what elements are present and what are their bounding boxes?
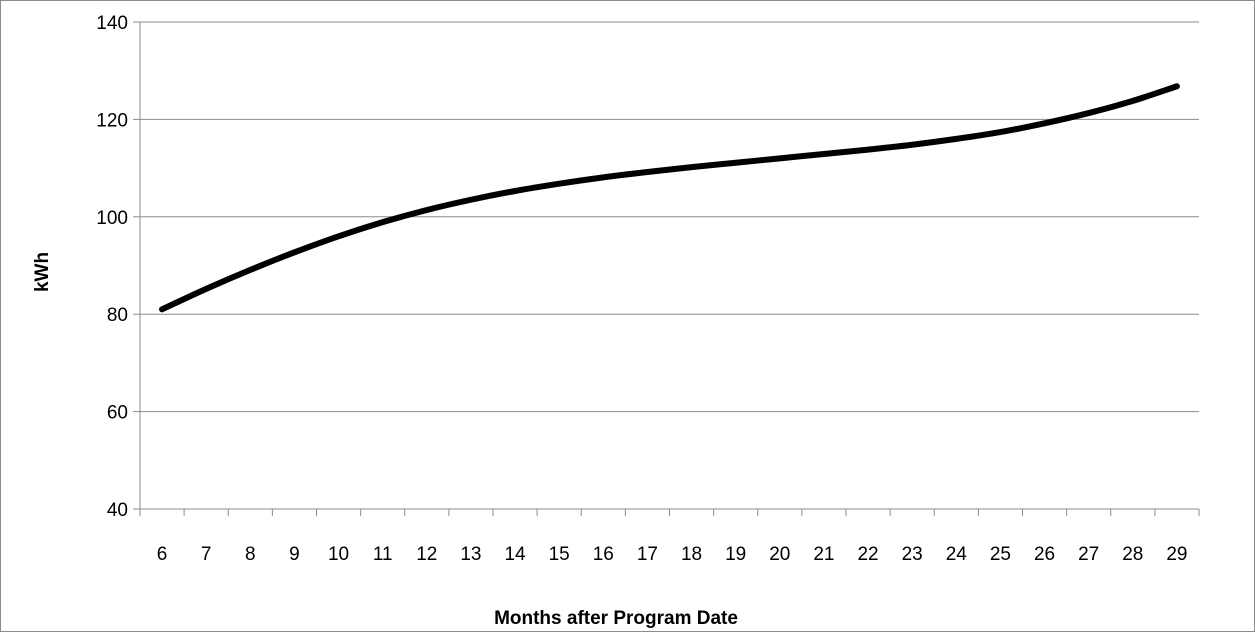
series-layer — [159, 83, 1180, 313]
x-tick-label: 18 — [681, 544, 702, 565]
y-tick-label: 80 — [107, 305, 128, 326]
x-tick-label: 16 — [593, 544, 614, 565]
series-line — [159, 83, 1180, 313]
y-tick-label: 40 — [107, 500, 128, 521]
x-tick-label: 25 — [990, 544, 1011, 565]
x-tick-label: 29 — [1166, 544, 1187, 565]
x-tick-label: 13 — [460, 544, 481, 565]
x-tick-label: 11 — [373, 544, 393, 565]
x-tick-label: 9 — [289, 544, 300, 565]
y-tick-labels: 40 60 80 100 120 140 — [96, 13, 128, 521]
x-tick-label: 26 — [1034, 544, 1055, 565]
x-axis-title: Months after Program Date — [494, 608, 738, 629]
x-tick-label: 15 — [549, 544, 570, 565]
x-tick-label: 27 — [1078, 544, 1099, 565]
x-tick-label: 20 — [769, 544, 790, 565]
gridlines — [140, 21, 1199, 413]
x-tick-label: 7 — [201, 544, 212, 565]
x-tick-label: 19 — [725, 544, 746, 565]
x-tick-label: 14 — [504, 544, 526, 565]
x-tick-label: 28 — [1122, 544, 1143, 565]
y-tick-label: 140 — [96, 13, 128, 34]
x-tick-label: 6 — [157, 544, 168, 565]
x-tick-label: 17 — [637, 544, 658, 565]
x-tick-labels: 6 7 8 9 10 11 12 13 14 15 16 17 18 19 20 21 22 23 24 25 26 27… — [157, 544, 1188, 565]
x-tick-label: 22 — [857, 544, 878, 565]
y-tick-label: 120 — [96, 110, 128, 131]
y-tick-label: 100 — [96, 208, 128, 229]
y-axis-title: kWh — [32, 252, 53, 292]
axes — [133, 21, 1200, 516]
x-tick-label: 8 — [245, 544, 256, 565]
x-tick-label: 10 — [328, 544, 349, 565]
y-tick-label: 60 — [107, 403, 128, 424]
x-tick-label: 23 — [902, 544, 923, 565]
x-tick-label: 12 — [416, 544, 437, 565]
x-tick-label: 24 — [946, 544, 968, 565]
x-tick-label: 21 — [813, 544, 834, 565]
